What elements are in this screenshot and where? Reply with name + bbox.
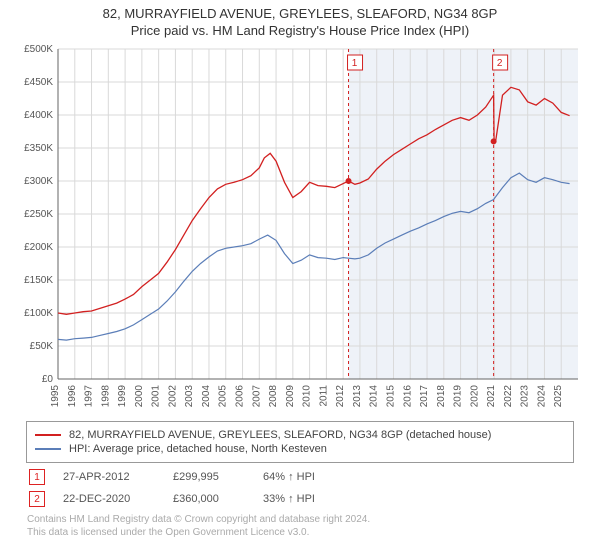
svg-text:2013: 2013 <box>352 385 363 408</box>
svg-text:2004: 2004 <box>201 385 212 408</box>
svg-text:1995: 1995 <box>50 385 61 408</box>
svg-text:1: 1 <box>352 58 358 69</box>
svg-text:2003: 2003 <box>184 385 195 408</box>
legend-label: 82, MURRAYFIELD AVENUE, GREYLEES, SLEAFO… <box>69 429 491 441</box>
svg-text:2016: 2016 <box>402 385 413 408</box>
svg-text:2006: 2006 <box>235 385 246 408</box>
svg-text:2019: 2019 <box>453 385 464 408</box>
sale-marker-icon: 2 <box>29 491 45 507</box>
svg-text:£500K: £500K <box>24 45 53 55</box>
sale-marker-icon: 1 <box>29 469 45 485</box>
svg-text:£450K: £450K <box>24 77 53 88</box>
svg-text:2022: 2022 <box>503 385 514 408</box>
legend-swatch <box>35 448 61 450</box>
legend-label: HPI: Average price, detached house, Nort… <box>69 443 327 455</box>
legend: 82, MURRAYFIELD AVENUE, GREYLEES, SLEAFO… <box>26 421 574 463</box>
svg-text:2007: 2007 <box>251 385 262 408</box>
svg-text:1997: 1997 <box>84 385 95 408</box>
chart-svg: £0 £50K £100K £150K £200K £250K £300K £350K £400… <box>10 45 590 415</box>
svg-text:2010: 2010 <box>302 385 313 408</box>
svg-text:£150K: £150K <box>24 275 53 286</box>
footer: Contains HM Land Registry data © Crown c… <box>27 513 573 539</box>
page-title-sub: Price paid vs. HM Land Registry's House … <box>0 23 600 38</box>
svg-text:£250K: £250K <box>24 209 53 220</box>
sale-row: 2 22-DEC-2020 £360,000 33% ↑ HPI <box>27 488 573 510</box>
svg-text:2025: 2025 <box>553 385 564 408</box>
svg-text:2002: 2002 <box>167 385 178 408</box>
legend-row-property: 82, MURRAYFIELD AVENUE, GREYLEES, SLEAFO… <box>35 429 565 441</box>
footer-line: Contains HM Land Registry data © Crown c… <box>27 513 573 526</box>
sale-date: 27-APR-2012 <box>63 471 173 483</box>
svg-text:2000: 2000 <box>134 385 145 408</box>
svg-text:1996: 1996 <box>67 385 78 408</box>
svg-text:2021: 2021 <box>486 385 497 408</box>
sale-vs-hpi: 33% ↑ HPI <box>263 493 353 505</box>
sale-price: £299,995 <box>173 471 263 483</box>
svg-text:2015: 2015 <box>385 385 396 408</box>
svg-text:2011: 2011 <box>318 385 329 407</box>
svg-text:£50K: £50K <box>30 341 54 352</box>
svg-text:£200K: £200K <box>24 242 53 253</box>
svg-text:2001: 2001 <box>151 385 162 408</box>
svg-text:2018: 2018 <box>436 385 447 408</box>
svg-text:2014: 2014 <box>369 385 380 408</box>
svg-text:2008: 2008 <box>268 385 279 408</box>
footer-line: This data is licensed under the Open Gov… <box>27 526 573 539</box>
price-chart: £0 £50K £100K £150K £200K £250K £300K £350K £400… <box>10 45 590 415</box>
svg-text:£0: £0 <box>42 374 54 385</box>
page-title-address: 82, MURRAYFIELD AVENUE, GREYLEES, SLEAFO… <box>0 6 600 21</box>
svg-text:2017: 2017 <box>419 385 430 408</box>
svg-text:2023: 2023 <box>520 385 531 408</box>
svg-text:£350K: £350K <box>24 143 53 154</box>
svg-text:£400K: £400K <box>24 110 53 121</box>
legend-row-hpi: HPI: Average price, detached house, Nort… <box>35 443 565 455</box>
svg-text:2012: 2012 <box>335 385 346 408</box>
svg-text:£300K: £300K <box>24 176 53 187</box>
svg-text:1998: 1998 <box>100 385 111 408</box>
svg-text:2005: 2005 <box>218 385 229 408</box>
legend-swatch <box>35 434 61 436</box>
svg-text:2020: 2020 <box>469 385 480 408</box>
sale-price: £360,000 <box>173 493 263 505</box>
svg-text:2: 2 <box>497 58 503 69</box>
sale-vs-hpi: 64% ↑ HPI <box>263 471 353 483</box>
sale-date: 22-DEC-2020 <box>63 493 173 505</box>
svg-text:£100K: £100K <box>24 308 53 319</box>
sale-row: 1 27-APR-2012 £299,995 64% ↑ HPI <box>27 466 573 488</box>
svg-text:2024: 2024 <box>536 385 547 408</box>
svg-text:2009: 2009 <box>285 385 296 408</box>
svg-text:1999: 1999 <box>117 385 128 408</box>
sales-table: 1 27-APR-2012 £299,995 64% ↑ HPI 2 22-DE… <box>27 466 573 510</box>
